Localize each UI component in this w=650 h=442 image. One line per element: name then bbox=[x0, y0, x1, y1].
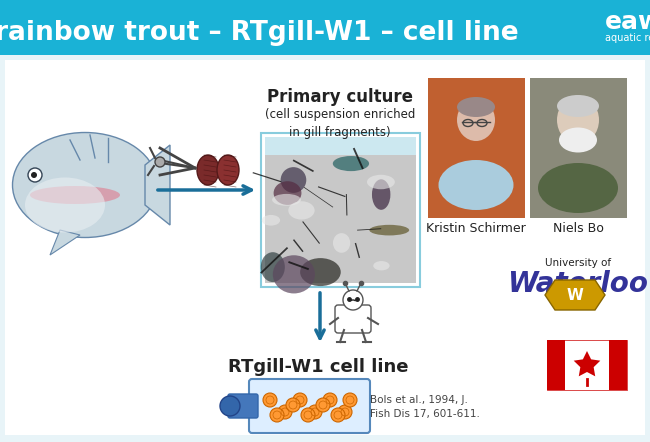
Ellipse shape bbox=[373, 261, 389, 271]
Ellipse shape bbox=[272, 194, 301, 206]
Text: Bols et al., 1994, J.
Fish Dis 17, 601-611.: Bols et al., 1994, J. Fish Dis 17, 601-6… bbox=[370, 395, 480, 419]
Circle shape bbox=[155, 157, 165, 167]
Circle shape bbox=[286, 398, 300, 412]
Ellipse shape bbox=[273, 255, 315, 293]
Bar bbox=[265, 137, 416, 155]
Ellipse shape bbox=[439, 160, 514, 210]
Bar bbox=[0, 0, 650, 55]
Ellipse shape bbox=[12, 133, 157, 237]
Ellipse shape bbox=[281, 167, 306, 193]
FancyBboxPatch shape bbox=[228, 394, 258, 418]
Ellipse shape bbox=[274, 181, 302, 205]
Ellipse shape bbox=[369, 225, 409, 236]
Circle shape bbox=[263, 393, 277, 407]
Circle shape bbox=[323, 393, 337, 407]
Circle shape bbox=[316, 398, 330, 412]
Circle shape bbox=[301, 408, 315, 422]
Bar bbox=[265, 155, 416, 283]
Bar bbox=[547, 340, 565, 390]
FancyBboxPatch shape bbox=[335, 305, 371, 333]
Polygon shape bbox=[545, 280, 605, 310]
Ellipse shape bbox=[300, 258, 341, 286]
Circle shape bbox=[220, 396, 240, 416]
Ellipse shape bbox=[333, 233, 350, 253]
Circle shape bbox=[343, 290, 363, 310]
Text: rainbow trout – RTgill-W1 – cell line: rainbow trout – RTgill-W1 – cell line bbox=[0, 20, 519, 46]
Polygon shape bbox=[50, 230, 80, 255]
Circle shape bbox=[331, 408, 345, 422]
Text: Kristin Schirmer: Kristin Schirmer bbox=[426, 222, 526, 235]
Bar bbox=[428, 78, 525, 218]
Ellipse shape bbox=[333, 156, 369, 171]
Ellipse shape bbox=[288, 201, 315, 220]
Text: Primary culture: Primary culture bbox=[267, 88, 413, 106]
Ellipse shape bbox=[261, 252, 285, 282]
Text: (cell suspension enriched
in gill fragments): (cell suspension enriched in gill fragme… bbox=[265, 108, 415, 139]
Text: W: W bbox=[567, 287, 584, 302]
Text: RTgill-W1 cell line: RTgill-W1 cell line bbox=[228, 358, 408, 376]
Text: eawa: eawa bbox=[605, 10, 650, 34]
Circle shape bbox=[278, 405, 292, 419]
Circle shape bbox=[270, 408, 284, 422]
Circle shape bbox=[343, 393, 357, 407]
Bar bbox=[0, 55, 650, 442]
Text: Waterloo: Waterloo bbox=[508, 270, 649, 298]
Ellipse shape bbox=[557, 95, 599, 117]
Circle shape bbox=[28, 168, 42, 182]
Ellipse shape bbox=[30, 186, 120, 204]
Ellipse shape bbox=[217, 155, 239, 185]
Ellipse shape bbox=[25, 178, 105, 232]
Circle shape bbox=[308, 405, 322, 419]
Text: University of: University of bbox=[545, 258, 611, 268]
Ellipse shape bbox=[457, 97, 495, 117]
Ellipse shape bbox=[559, 127, 597, 152]
FancyBboxPatch shape bbox=[261, 133, 420, 287]
Polygon shape bbox=[145, 145, 170, 225]
Ellipse shape bbox=[262, 215, 280, 225]
Bar bbox=[547, 340, 627, 390]
Circle shape bbox=[338, 405, 352, 419]
Ellipse shape bbox=[538, 163, 618, 213]
FancyBboxPatch shape bbox=[249, 379, 370, 433]
Ellipse shape bbox=[372, 179, 391, 210]
Polygon shape bbox=[574, 351, 601, 376]
Ellipse shape bbox=[557, 96, 599, 144]
Circle shape bbox=[293, 393, 307, 407]
Bar bbox=[530, 78, 627, 218]
Ellipse shape bbox=[457, 99, 495, 141]
Bar bbox=[5, 60, 645, 435]
Ellipse shape bbox=[367, 175, 395, 189]
Text: Niels Bo: Niels Bo bbox=[552, 222, 603, 235]
Circle shape bbox=[31, 172, 37, 178]
Bar bbox=[610, 340, 627, 390]
Text: aquatic research: aquatic research bbox=[605, 33, 650, 43]
Ellipse shape bbox=[197, 155, 219, 185]
